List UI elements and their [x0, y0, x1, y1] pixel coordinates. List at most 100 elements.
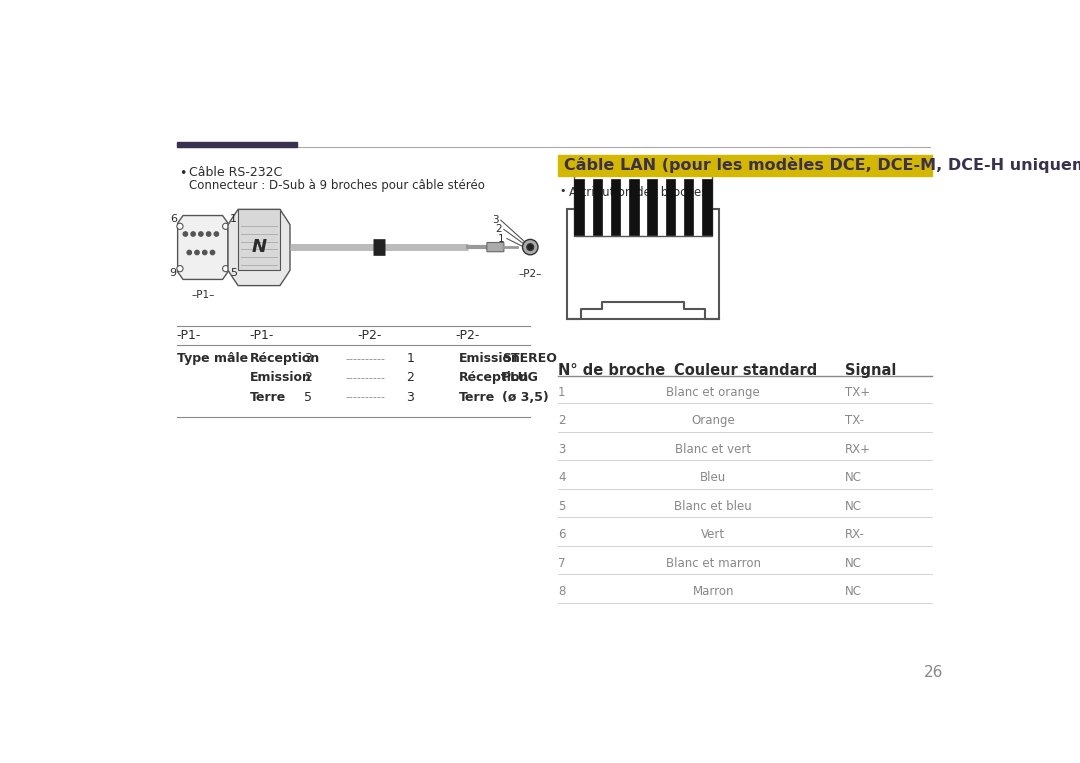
- Bar: [558, 155, 932, 176]
- Text: 3: 3: [558, 443, 566, 456]
- Text: NC: NC: [845, 472, 862, 485]
- Circle shape: [199, 232, 203, 237]
- Text: 3: 3: [303, 353, 312, 365]
- Circle shape: [191, 232, 195, 237]
- Text: 5: 5: [303, 391, 312, 404]
- Circle shape: [203, 250, 207, 255]
- Bar: [573, 167, 713, 237]
- Text: 3: 3: [491, 215, 499, 225]
- Text: -P2-: -P2-: [455, 329, 480, 342]
- Bar: [567, 209, 718, 319]
- Text: Terre: Terre: [459, 391, 496, 404]
- Text: 8: 8: [558, 585, 566, 598]
- Text: 9: 9: [170, 268, 177, 278]
- Text: 4: 4: [558, 472, 566, 485]
- Text: 1: 1: [558, 386, 566, 399]
- Text: N: N: [252, 238, 267, 256]
- Text: 1: 1: [576, 191, 583, 204]
- Text: 3: 3: [406, 391, 414, 404]
- Text: –P1–: –P1–: [191, 290, 215, 300]
- Bar: [177, 142, 297, 147]
- Text: RX-: RX-: [845, 528, 865, 541]
- Bar: [575, 179, 583, 235]
- Text: Vert: Vert: [701, 528, 725, 541]
- Text: Terre: Terre: [249, 391, 286, 404]
- Circle shape: [211, 250, 215, 255]
- Text: NC: NC: [845, 500, 862, 513]
- Bar: [630, 179, 638, 235]
- Text: 5: 5: [230, 268, 238, 278]
- Text: -P1-: -P1-: [177, 329, 201, 342]
- Bar: [238, 209, 280, 270]
- Text: TX-: TX-: [845, 414, 864, 427]
- Circle shape: [222, 224, 229, 230]
- Text: Bleu: Bleu: [700, 472, 726, 485]
- Text: ----------: ----------: [346, 373, 386, 383]
- Text: 2: 2: [495, 224, 501, 234]
- Text: Blanc et marron: Blanc et marron: [665, 557, 760, 570]
- Bar: [702, 179, 712, 235]
- Text: 4: 4: [630, 191, 638, 204]
- Text: N° de broche: N° de broche: [558, 362, 665, 378]
- Text: Câble RS-232C: Câble RS-232C: [189, 166, 283, 179]
- Circle shape: [194, 250, 199, 255]
- Text: ----------: ----------: [346, 354, 386, 364]
- Text: 5: 5: [558, 500, 566, 513]
- Bar: [611, 179, 620, 235]
- Text: 6: 6: [558, 528, 566, 541]
- Circle shape: [222, 266, 229, 272]
- Text: Orange: Orange: [691, 414, 735, 427]
- Text: 1: 1: [498, 233, 504, 243]
- Polygon shape: [228, 209, 291, 285]
- Text: 26: 26: [923, 665, 943, 680]
- Text: STEREO: STEREO: [502, 353, 557, 365]
- Text: Couleur standard: Couleur standard: [674, 362, 818, 378]
- Circle shape: [527, 243, 534, 250]
- Text: 8: 8: [703, 191, 711, 204]
- Text: TX+: TX+: [845, 386, 870, 399]
- Text: Attribution des broches: Attribution des broches: [569, 186, 707, 199]
- Text: Connecteur : D-Sub à 9 broches pour câble stéréo: Connecteur : D-Sub à 9 broches pour câbl…: [189, 179, 485, 192]
- Text: Réception: Réception: [459, 372, 529, 385]
- Text: Type mâle: Type mâle: [177, 353, 248, 365]
- Circle shape: [177, 224, 183, 230]
- Text: –P2–: –P2–: [518, 269, 542, 278]
- Text: Réception: Réception: [249, 353, 320, 365]
- Text: NC: NC: [845, 585, 862, 598]
- Polygon shape: [177, 215, 228, 279]
- Text: Câble LAN (pour les modèles DCE, DCE-M, DCE-H uniquement): Câble LAN (pour les modèles DCE, DCE-M, …: [564, 157, 1080, 173]
- Circle shape: [187, 250, 191, 255]
- Text: 2: 2: [593, 191, 602, 204]
- Circle shape: [177, 266, 183, 272]
- Bar: [648, 179, 657, 235]
- Circle shape: [184, 232, 188, 237]
- Text: 5: 5: [648, 191, 657, 204]
- Text: 2: 2: [303, 372, 312, 385]
- Text: 3: 3: [611, 191, 620, 204]
- Text: Blanc et vert: Blanc et vert: [675, 443, 752, 456]
- Text: 6: 6: [666, 191, 674, 204]
- Text: -P1-: -P1-: [249, 329, 274, 342]
- Bar: [665, 179, 675, 235]
- Bar: [684, 179, 693, 235]
- Text: (ø 3,5): (ø 3,5): [502, 391, 549, 404]
- Text: Marron: Marron: [692, 585, 734, 598]
- Text: Emission: Emission: [459, 353, 521, 365]
- Text: Blanc et orange: Blanc et orange: [666, 386, 760, 399]
- Text: •: •: [559, 186, 566, 196]
- Text: RX+: RX+: [845, 443, 870, 456]
- Text: ----------: ----------: [346, 392, 386, 402]
- FancyBboxPatch shape: [487, 243, 504, 252]
- Text: PLUG: PLUG: [502, 372, 539, 385]
- Bar: [593, 179, 602, 235]
- Text: 7: 7: [685, 191, 692, 204]
- Text: •: •: [179, 167, 187, 180]
- Circle shape: [523, 240, 538, 255]
- Text: Signal: Signal: [845, 362, 896, 378]
- Text: NC: NC: [845, 557, 862, 570]
- Text: 7: 7: [558, 557, 566, 570]
- Text: -P2-: -P2-: [357, 329, 382, 342]
- Text: Emission: Emission: [249, 372, 311, 385]
- Text: Blanc et bleu: Blanc et bleu: [674, 500, 752, 513]
- Circle shape: [214, 232, 218, 237]
